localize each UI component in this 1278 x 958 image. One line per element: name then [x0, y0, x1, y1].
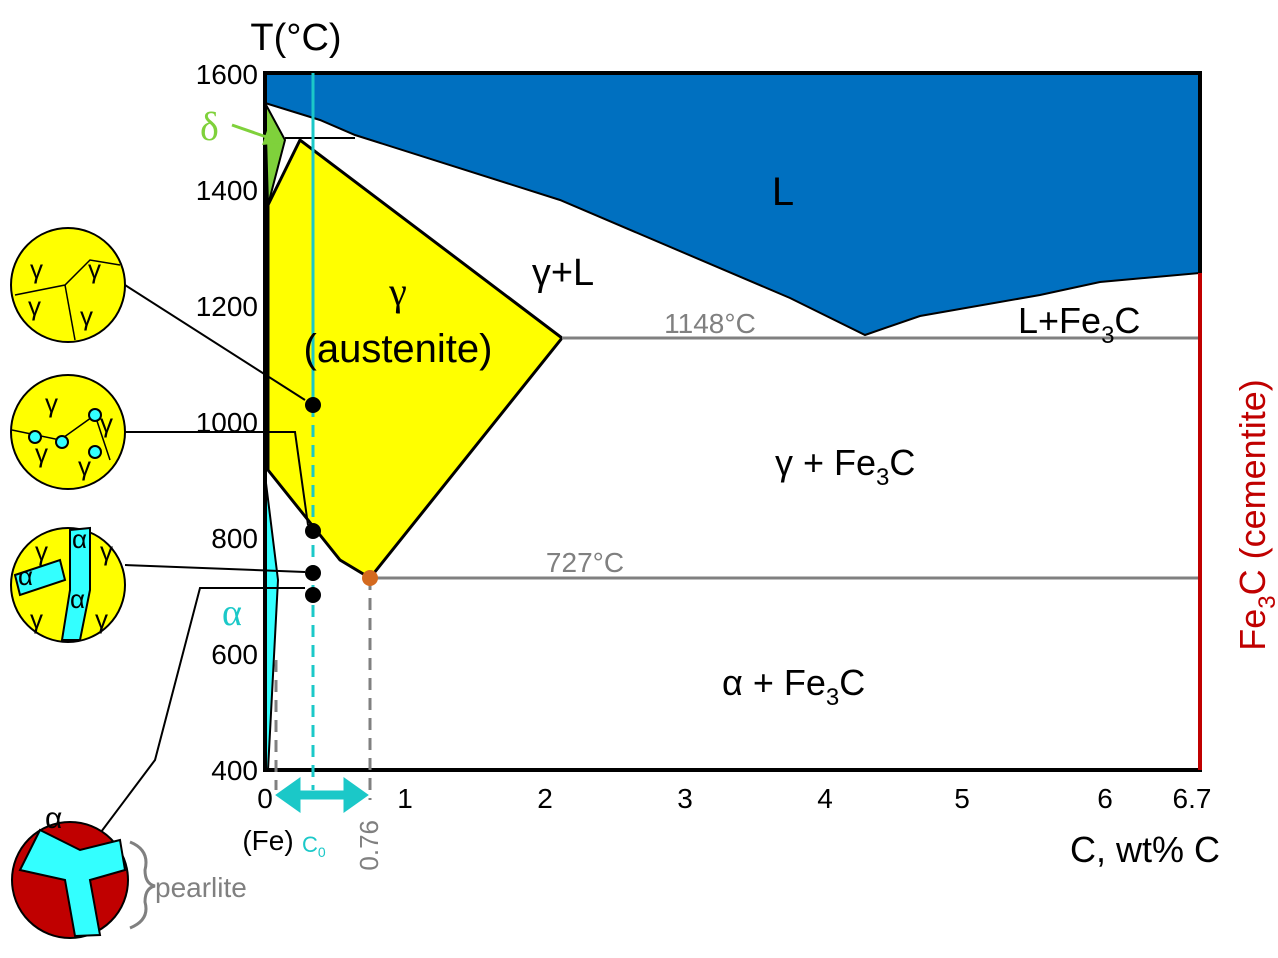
eutectoid-composition: 0.76: [354, 820, 384, 871]
point: [305, 397, 321, 413]
y-tick-label: 1600: [196, 59, 258, 90]
label-sub: 3: [1254, 595, 1278, 608]
y-tick-label: 800: [211, 523, 258, 554]
leader: [125, 565, 305, 572]
phase-label: γ: [45, 388, 58, 418]
label-main: α + Fe: [722, 662, 826, 703]
pearlite-label: pearlite: [155, 872, 247, 903]
eutectic-temperature: 1148°C: [664, 308, 756, 339]
phase-label: γ: [100, 408, 113, 438]
phase-label: γ: [30, 604, 43, 634]
phase-label: γ: [88, 254, 101, 284]
label-after: C: [889, 442, 915, 483]
phase-label: γ: [95, 604, 108, 634]
c0-label: C0: [302, 832, 326, 860]
phase-label: α: [72, 524, 87, 554]
phase-label: γ: [78, 451, 91, 481]
pearlite-brace: [130, 842, 155, 928]
y-tick-label: 1000: [196, 407, 258, 438]
phase-label: α: [18, 561, 33, 591]
cementite-label: Fe3C (cementite): [1232, 379, 1278, 650]
micrograph: [11, 228, 125, 342]
delta-label: δ: [200, 104, 219, 149]
label-main: L+Fe: [1018, 300, 1101, 341]
eutectoid-point: [362, 570, 378, 586]
label-after: C: [1114, 300, 1140, 341]
label-main: Fe: [1232, 609, 1273, 651]
phase-label: γ: [28, 291, 41, 321]
phase-label: γ: [35, 536, 48, 566]
point: [305, 565, 321, 581]
x-tick-label: 6.7: [1173, 783, 1212, 814]
y-axis-label: T(°C): [250, 17, 341, 59]
label-main: γ + Fe: [775, 442, 876, 483]
y-tick-label: 1200: [196, 291, 258, 322]
gamma-fe3c-label: γ + Fe3C: [775, 442, 915, 491]
pearlite-alpha-label: α: [45, 802, 62, 835]
eutectoid-temperature: 727°C: [546, 547, 624, 578]
range-arrow: [276, 778, 368, 812]
austenite-label: (austenite): [304, 327, 493, 371]
phase-diagram: 1600 1400 1200 1000 800 600 400 0 1 2 3 …: [0, 0, 1278, 958]
y-tick-label: 600: [211, 639, 258, 670]
label-after: C (cementite): [1232, 379, 1273, 595]
x-tick-label: 5: [954, 783, 970, 814]
c0-text: C: [302, 832, 318, 857]
label-after: C: [839, 662, 865, 703]
l-fe3c-label: L+Fe3C: [1018, 300, 1140, 349]
gamma-label: γ: [388, 269, 407, 314]
phase-label: γ: [35, 438, 48, 468]
c0-sub: 0: [318, 844, 326, 860]
point: [305, 587, 321, 603]
x-origin-note: (Fe): [242, 825, 293, 856]
x-tick-label: 4: [817, 783, 833, 814]
x-tick-label: 6: [1097, 783, 1113, 814]
arrow-head: [344, 778, 368, 812]
x-tick-label: 2: [537, 783, 553, 814]
phase-label: γ: [80, 301, 93, 331]
label-sub: 3: [876, 464, 889, 491]
liquid-label: L: [772, 170, 794, 214]
point: [305, 523, 321, 539]
cementite-particle: [56, 436, 68, 448]
x-tick-label: 0: [257, 783, 273, 814]
phase-label: γ: [30, 254, 43, 284]
y-tick-label: 400: [211, 755, 258, 786]
phase-label: α: [70, 584, 85, 614]
label-sub: 3: [826, 684, 839, 711]
gamma-liquid-label: γ+L: [532, 252, 594, 294]
alpha-fe3c-label: α + Fe3C: [722, 662, 865, 711]
phase-label: γ: [100, 536, 113, 566]
x-axis-label: C, wt% C: [1070, 829, 1220, 870]
y-tick-label: 1400: [196, 175, 258, 206]
arrow-head: [276, 778, 300, 812]
x-tick-label: 3: [677, 783, 693, 814]
x-tick-label: 1: [397, 783, 413, 814]
label-sub: 3: [1101, 322, 1114, 349]
alpha-label: α: [222, 592, 242, 634]
